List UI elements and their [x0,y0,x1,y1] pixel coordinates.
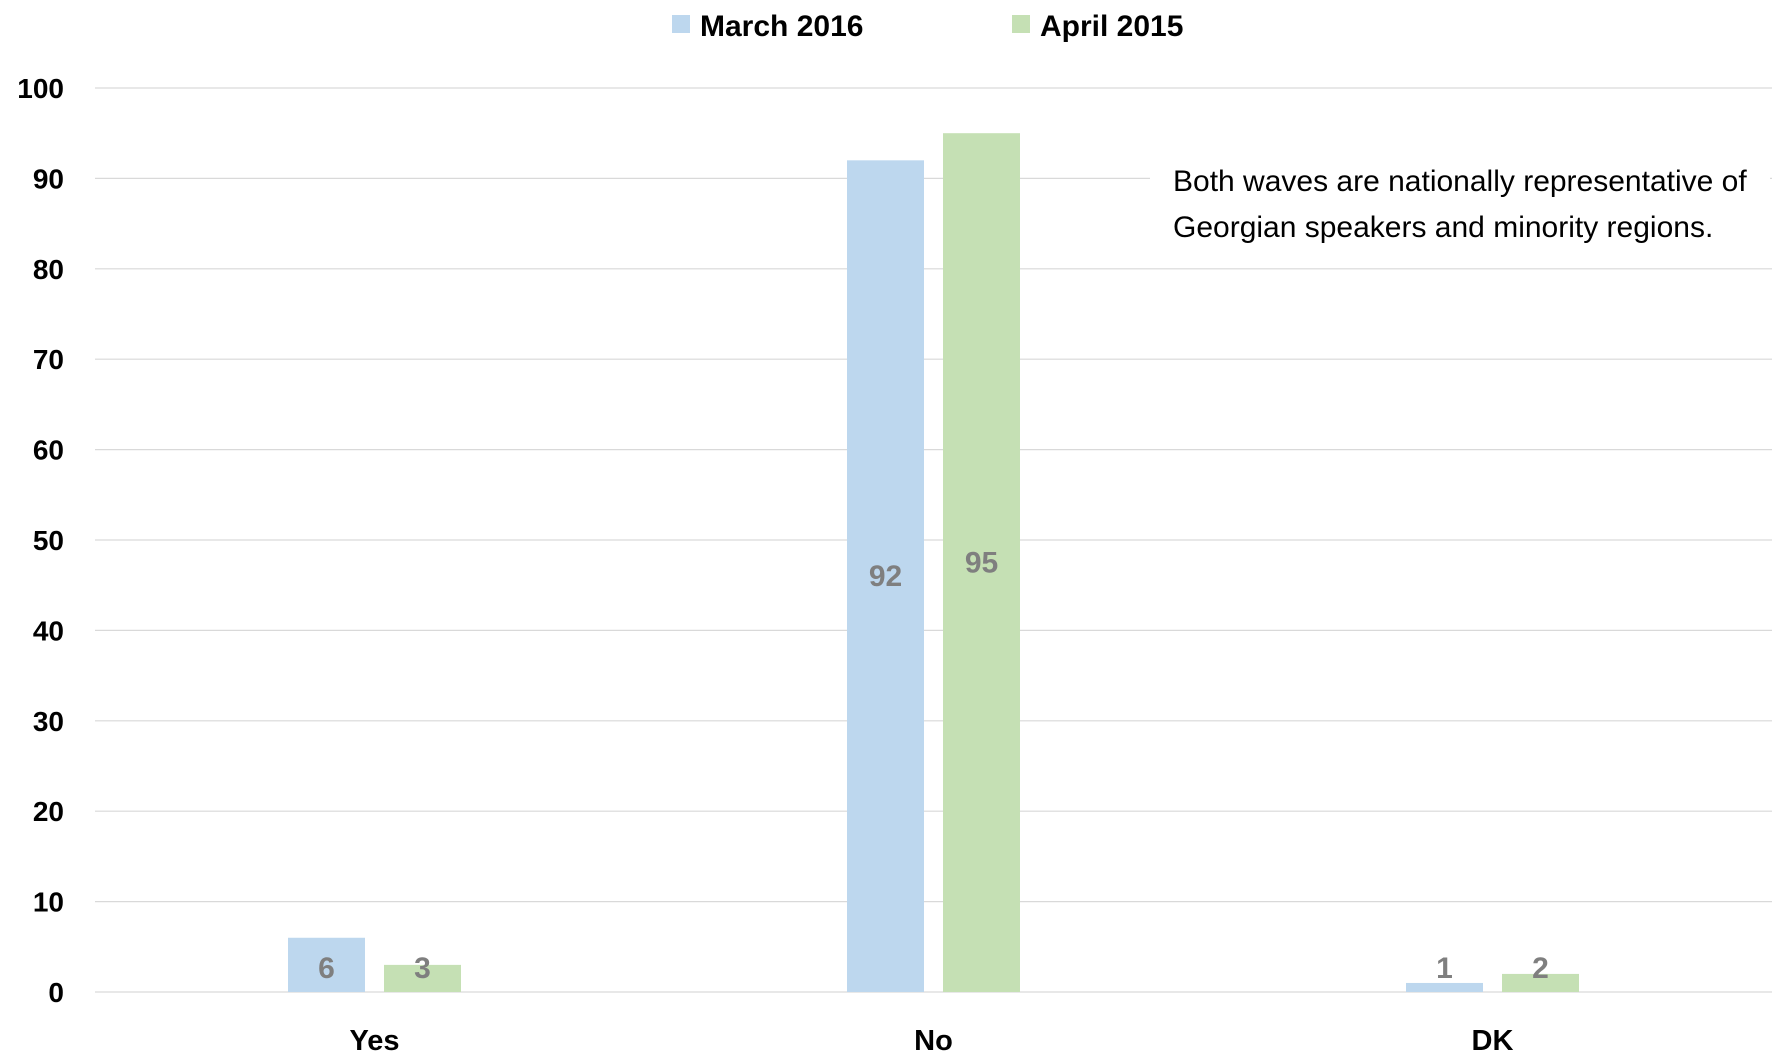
legend-label-series-1: April 2015 [1040,10,1183,43]
y-tick-label-20: 20 [33,796,64,827]
bar-yes-series-1 [384,964,461,992]
y-tick-label-60: 60 [33,435,64,466]
bar-dk-series-1 [1502,973,1579,992]
x-axis-categories: Yes No DK [350,1025,1514,1056]
annotation-note: Both waves are nationally representative… [1150,156,1770,256]
y-tick-label-50: 50 [33,525,64,556]
legend: March 2016 April 2015 [672,10,1183,43]
y-tick-label-80: 80 [33,254,64,285]
bars [288,133,1579,992]
y-tick-label-90: 90 [33,163,64,194]
bar-yes-series-0 [288,937,365,992]
data-label-no-series-0: 92 [869,560,902,593]
category-label-yes: Yes [350,1025,400,1056]
y-tick-label-100: 100 [17,73,64,104]
legend-swatch-series-0 [672,15,690,33]
y-tick-label-10: 10 [33,887,64,918]
annotation-line-1: Both waves are nationally representative… [1173,165,1747,198]
y-tick-label-30: 30 [33,706,64,737]
legend-swatch-series-1 [1012,15,1030,33]
y-tick-label-40: 40 [33,615,64,646]
bar-no-series-1 [943,133,1020,992]
data-label-yes-series-0: 6 [318,952,335,985]
annotation-background [1150,156,1770,256]
data-label-yes-series-1: 3 [414,952,431,985]
bar-dk-series-0 [1406,982,1483,992]
category-label-dk: DK [1472,1025,1514,1056]
y-tick-label-0: 0 [48,977,64,1008]
data-label-dk-series-0: 1 [1436,952,1453,985]
y-axis-ticks: 0 10 20 30 40 50 60 70 80 90 100 [17,73,64,1008]
y-tick-label-70: 70 [33,344,64,375]
legend-label-series-0: March 2016 [700,10,863,43]
category-label-no: No [914,1025,953,1056]
data-label-dk-series-1: 2 [1532,952,1549,985]
annotation-line-2: Georgian speakers and minority regions. [1173,211,1713,244]
bar-no-series-0 [847,160,924,992]
data-labels: 6 3 92 95 1 2 [318,547,1549,985]
data-label-no-series-1: 95 [965,547,998,580]
